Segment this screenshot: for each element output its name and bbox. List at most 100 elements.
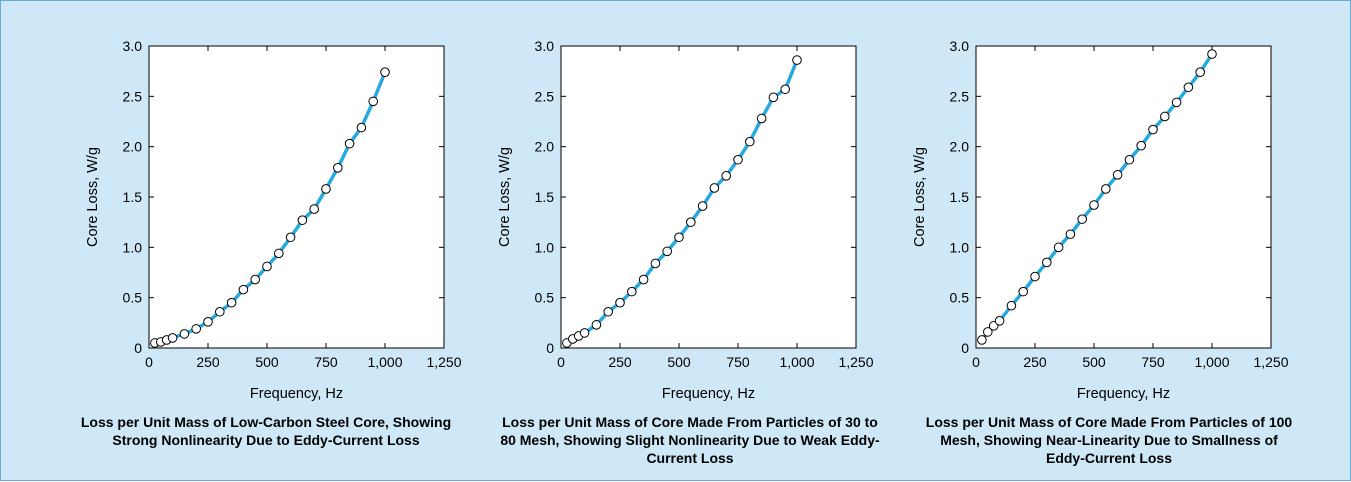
y-tick-label: 0 [546, 340, 554, 356]
y-tick-label: 1.0 [535, 239, 555, 255]
y-tick-label: 2.0 [123, 139, 143, 155]
x-tick-label: 1,000 [367, 354, 402, 370]
x-tick-label: 0 [557, 354, 565, 370]
x-tick-label: 1,250 [838, 354, 873, 370]
data-point [674, 232, 684, 243]
data-point [1171, 97, 1182, 108]
data-point [1207, 49, 1217, 59]
x-tick-label: 250 [608, 354, 632, 370]
y-tick-label: 3.0 [123, 38, 143, 54]
x-axis-label: Frequency, Hz [662, 386, 755, 402]
chart-caption-3: Loss per Unit Mass of Core Made From Par… [925, 414, 1293, 466]
plot-area [148, 45, 445, 349]
data-point [662, 246, 673, 257]
y-tick-label: 1.5 [123, 189, 143, 205]
series-line [980, 52, 1214, 342]
data-point [1195, 67, 1205, 77]
chart-caption-2: Loss per Unit Mass of Core Made From Par… [500, 414, 880, 466]
data-point [191, 324, 201, 334]
data-point [591, 320, 602, 330]
data-point [1077, 214, 1087, 224]
data-point [792, 55, 802, 65]
data-point [745, 136, 755, 147]
x-axis-label: Frequency, Hz [250, 386, 343, 402]
y-tick-label: 0.5 [123, 290, 143, 306]
data-point [1124, 154, 1135, 165]
x-tick-label: 750 [314, 354, 338, 370]
x-tick-label: 250 [1023, 354, 1047, 370]
y-axis-label: Core Loss, W/g [497, 147, 513, 247]
data-point [274, 248, 284, 259]
data-point [603, 306, 614, 317]
data-point [780, 84, 791, 95]
data-point [709, 183, 720, 193]
y-tick-label: 1.0 [123, 239, 143, 255]
plot-area [975, 45, 1272, 349]
x-tick-label: 750 [726, 354, 750, 370]
data-point [215, 306, 225, 317]
data-point [983, 327, 993, 337]
y-tick-label: 2.0 [535, 139, 555, 155]
data-point [1101, 184, 1111, 194]
x-tick-label: 500 [255, 354, 279, 370]
x-tick-label: 1,250 [1253, 354, 1288, 370]
data-point [994, 316, 1005, 326]
data-point [721, 171, 732, 181]
y-tick-label: 2.0 [950, 139, 970, 155]
data-point [1042, 257, 1052, 268]
data-point [638, 274, 649, 285]
x-tick-label: 750 [1141, 354, 1165, 370]
y-tick-label: 1.0 [950, 239, 970, 255]
x-tick-label: 0 [145, 354, 153, 370]
data-point [344, 138, 355, 149]
y-tick-label: 0 [961, 340, 969, 356]
x-tick-label: 0 [972, 354, 980, 370]
data-point [1089, 200, 1099, 210]
data-point [368, 96, 379, 107]
data-point [1018, 286, 1029, 297]
data-point [285, 232, 296, 243]
data-point [977, 335, 987, 345]
y-tick-label: 1.5 [535, 189, 555, 205]
data-point [167, 333, 178, 343]
data-point [238, 284, 249, 295]
data-point [356, 122, 367, 133]
x-tick-label: 500 [667, 354, 691, 370]
data-point [686, 217, 696, 227]
y-axis-label: Core Loss, W/g [912, 147, 928, 247]
x-tick-label: 1,000 [1194, 354, 1229, 370]
chart-caption-1: Loss per Unit Mass of Low-Carbon Steel C… [80, 414, 452, 448]
data-point [309, 204, 320, 214]
data-point [333, 163, 343, 173]
data-point [297, 215, 308, 225]
data-point [1160, 111, 1170, 122]
data-point [650, 258, 661, 269]
y-tick-label: 2.5 [535, 88, 555, 104]
y-tick-label: 0.5 [950, 290, 970, 306]
x-tick-label: 1,000 [779, 354, 814, 370]
data-point [1112, 170, 1123, 180]
y-tick-label: 0 [134, 340, 142, 356]
data-point [697, 201, 708, 211]
y-tick-label: 2.5 [123, 88, 143, 104]
data-point [733, 154, 743, 165]
data-point [1030, 271, 1040, 282]
data-point [262, 261, 272, 272]
data-point [321, 184, 331, 194]
y-axis-label: Core Loss, W/g [85, 147, 101, 247]
data-point [1065, 229, 1076, 240]
data-point [615, 297, 625, 308]
data-point [226, 297, 237, 308]
data-point [768, 92, 779, 103]
y-tick-label: 3.0 [535, 38, 555, 54]
x-tick-label: 250 [196, 354, 220, 370]
data-point [1136, 140, 1146, 151]
x-tick-label: 500 [1082, 354, 1106, 370]
x-tick-label: 1,250 [426, 354, 461, 370]
series-line [153, 70, 387, 345]
data-point [579, 328, 590, 338]
